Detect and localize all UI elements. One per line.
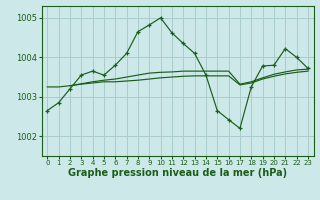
X-axis label: Graphe pression niveau de la mer (hPa): Graphe pression niveau de la mer (hPa) [68,168,287,178]
